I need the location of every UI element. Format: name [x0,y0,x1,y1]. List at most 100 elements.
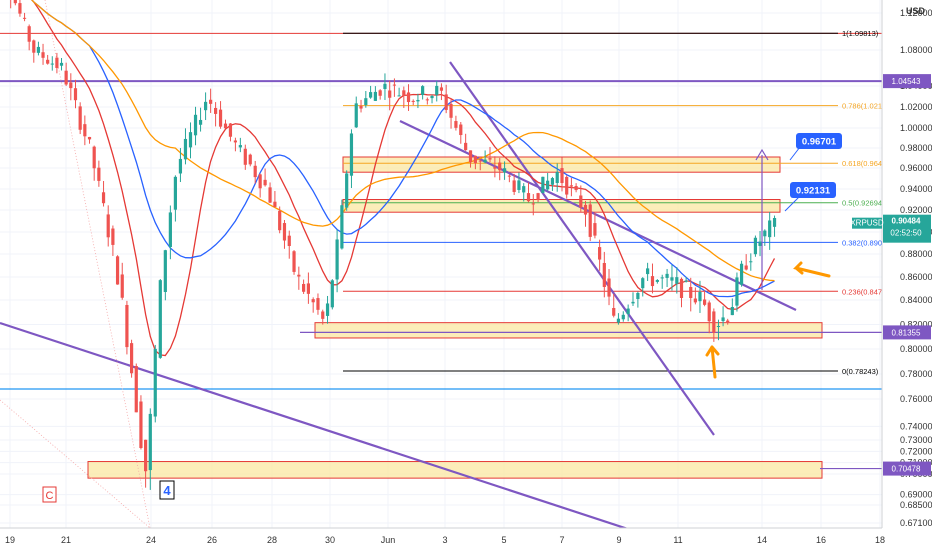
candle-body [675,277,679,284]
price-tick-label: 0.68500 [900,500,932,510]
candle-body [188,132,193,148]
price-tick-label: 0.78000 [900,369,932,379]
candle-body [560,168,564,184]
candle-body [134,366,138,413]
candle-body [203,101,208,111]
candle-body [758,241,762,246]
candle-body [739,263,744,285]
candle-body [311,299,315,303]
price-badge [883,325,931,340]
time-tick-label: 3 [442,535,447,545]
candle-body [468,150,473,163]
price-badge-text: 0.81355 [892,328,921,337]
candle-body [349,133,354,176]
candle-body [579,195,583,208]
candle-body [598,247,602,260]
candle-body [158,280,162,358]
candle-body [531,203,535,205]
candle-body [712,311,716,333]
candle-body [612,307,616,316]
channel-line-lower [399,120,797,311]
time-tick-label: 24 [146,535,156,545]
candle-body [574,186,578,191]
candle-body [763,230,767,237]
moving-average-red [31,0,776,357]
symbol-box [852,217,882,229]
candle-body [46,59,50,64]
price-tick-label: 0.92000 [900,205,932,215]
support-resistance-zone [314,322,823,339]
candle-body [193,114,198,136]
plot-area[interactable]: 1(1.09813)0.786(1.02130)0.618(0.96476)0.… [0,0,893,531]
fib-level-label: 0.5(0.92694) [842,199,885,208]
candle-body [238,145,242,148]
candle-body [32,40,36,53]
candle-body [522,186,526,193]
target-label-box [796,133,842,149]
time-tick-label: 7 [559,535,564,545]
candle-body [209,99,213,104]
candle-body [493,167,497,169]
time-tick-label: Jun [381,535,396,545]
time-tick-label: 16 [816,535,826,545]
candle-body [670,277,674,281]
price-badge [883,74,931,89]
price-tick-label: 0.72000 [900,446,932,456]
price-tick-label: 0.74000 [900,421,932,431]
fib-level-label: 0.382(0.89059) [842,238,893,247]
support-resistance-zone [342,199,781,213]
candle-body [302,283,306,292]
candle-body [282,223,287,241]
candle-body [73,88,78,101]
candle-body [735,277,739,306]
wave-label-c: C [46,490,54,502]
candle-body [665,273,669,278]
price-tick-label: 0.96000 [900,163,932,173]
candle-body [364,98,368,106]
annotations: 0.96701 0.92131 C 4 [42,133,842,503]
candle-body [550,178,555,185]
candle-body [541,176,545,193]
symbol-text: XRPUSD [850,219,884,228]
candle-body [378,90,382,96]
candle-body [430,96,434,99]
fib-labels: 1(1.09813) 0.786(1.02130) 0.618(0.96476) 0.… [842,29,893,376]
candle-body [459,124,463,136]
orange-arrow-up [705,345,720,379]
candle-body [749,261,753,263]
moving-averages [31,0,776,357]
candle-body [421,86,425,96]
candle-body [129,343,134,374]
candle-body [768,220,772,238]
fib-level-label: 1(1.09813) [842,29,879,38]
candle-body [50,63,54,65]
time-tick-label: 9 [616,535,621,545]
candle-body [373,91,377,101]
candle-body [397,95,401,97]
candle-body [258,174,262,189]
price-tick-label: 1.12000 [900,8,932,18]
time-axis[interactable]: 19 21 24 26 28 30 Jun 3 5 7 9 11 14 16 18 [5,535,885,545]
candle-body [173,176,177,210]
candle-body [316,298,320,310]
price-tick-label: 1.00000 [900,123,932,133]
candle-body [243,148,247,165]
candle-body [626,308,630,315]
candle-body [660,277,664,279]
price-tick-label: 0.67100 [900,518,932,528]
candle-body [406,92,411,103]
candle-body [388,90,392,98]
candle-body [411,100,415,102]
candle-body [306,283,310,294]
candle-body [646,268,650,275]
candle-body [22,17,27,19]
candle-body [18,3,22,14]
moving-average-orange [31,0,775,282]
label-connector [789,146,801,161]
time-tick-label: 5 [501,535,506,545]
candle-body [392,84,397,86]
wave-label-c-box [42,486,57,503]
candle-body [454,121,458,128]
